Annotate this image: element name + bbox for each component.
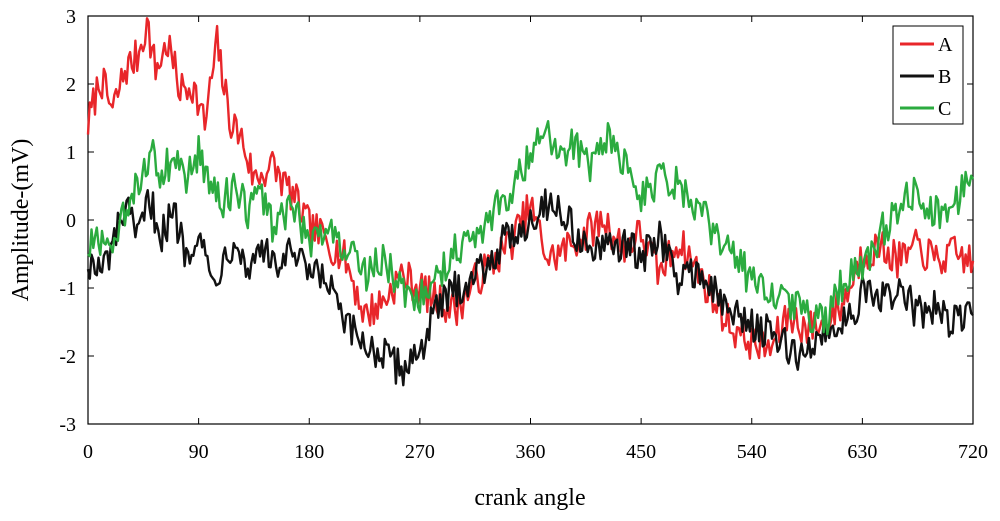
legend-label-b: B — [938, 66, 951, 88]
tick-layer: 0 90 180 270 360 450 540 630 720 -3 -2 -1 0 1 2 3 — [59, 6, 988, 463]
legend: ABC — [892, 25, 964, 125]
y-tick-label: -2 — [59, 346, 76, 368]
x-tick-label: 630 — [847, 441, 877, 463]
y-tick-label: 3 — [66, 6, 76, 28]
x-tick-label: 360 — [516, 441, 546, 463]
legend-label-a: A — [938, 34, 953, 56]
y-tick-label: -3 — [59, 414, 76, 436]
x-tick-label: 180 — [294, 441, 324, 463]
y-tick-label: 0 — [66, 210, 76, 232]
plot-area-frame — [87, 15, 974, 425]
x-axis-title: crank angle — [474, 485, 585, 511]
y-axis-title: Amplitude-(mV) — [8, 139, 34, 302]
series-layer — [86, 17, 975, 387]
legend-label-c: C — [938, 98, 951, 120]
x-tick-label: 720 — [958, 441, 988, 463]
series-line-c — [87, 120, 975, 336]
y-tick-label: 1 — [66, 142, 76, 164]
x-tick-label: 0 — [83, 441, 93, 463]
x-tick-label: 270 — [405, 441, 435, 463]
y-tick-label: -1 — [59, 278, 76, 300]
x-tick-label: 450 — [626, 441, 656, 463]
y-tick-label: 2 — [66, 74, 76, 96]
x-tick-label: 90 — [189, 441, 209, 463]
x-tick-label: 540 — [737, 441, 767, 463]
